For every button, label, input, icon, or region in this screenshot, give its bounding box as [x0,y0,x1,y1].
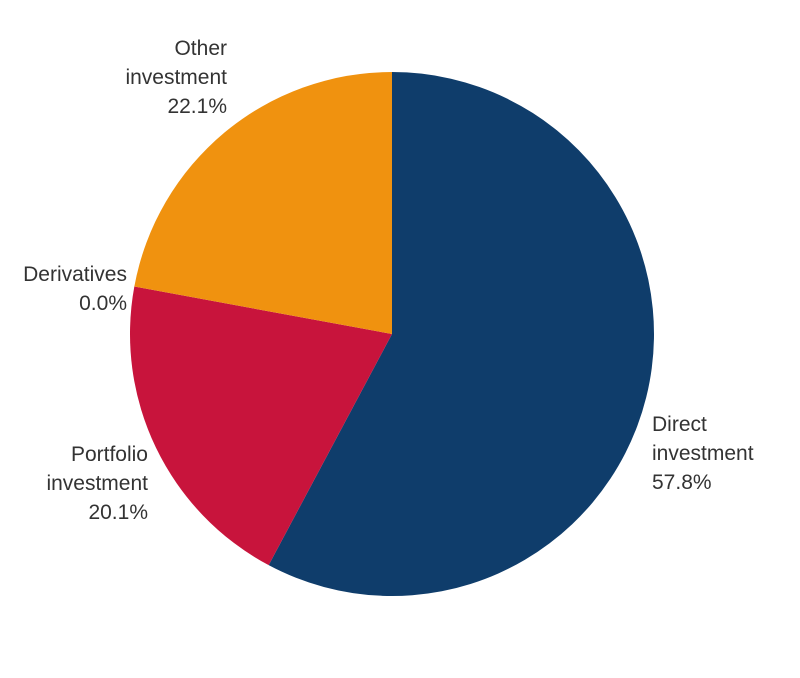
label-portfolio-line2: investment [46,472,148,495]
label-other-value: 22.1% [167,95,227,118]
label-portfolio-line1: Portfolio [70,443,148,466]
pie-slices [129,72,654,596]
label-other-line1: Other [174,37,227,60]
label-direct-investment: Direct investment 57.8% [652,410,754,497]
label-other-line2: investment [125,66,227,89]
label-direct-line1: Direct [652,413,707,436]
pie-slice-portfolio-investment [129,286,392,566]
label-derivatives-value: 0.0% [79,292,127,315]
pie-slice-direct-investment [268,72,654,596]
label-direct-line2: investment [652,442,754,465]
label-derivatives: Derivatives 0.0% [23,260,127,318]
label-portfolio-value: 20.1% [88,501,148,524]
label-other-investment: Other investment 22.1% [125,34,227,121]
label-direct-value: 57.8% [652,471,712,494]
pie-slice-other-investment [134,72,393,334]
label-derivatives-line1: Derivatives [23,263,127,286]
label-portfolio-investment: Portfolio investment 20.1% [46,440,148,527]
